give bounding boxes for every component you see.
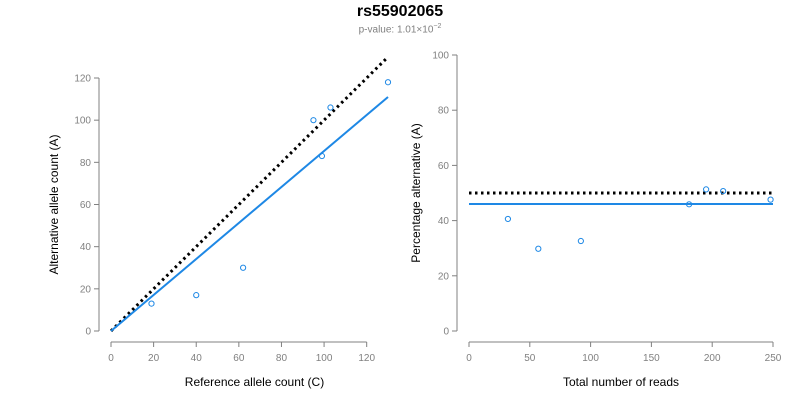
panel-1-y-tick-label: 100 <box>74 116 91 127</box>
panel-2-y-tick-label: 60 <box>438 161 450 172</box>
panel-1-data-point <box>193 292 200 299</box>
panel-1-data-point <box>310 117 317 124</box>
panel-2-data-point <box>685 201 693 208</box>
panel-2-data-point <box>767 196 774 203</box>
panel-1-y-axis-title: Alternative allele count (A) <box>47 134 61 274</box>
chart-subtitle: p-value: 1.01×10−2 <box>0 23 800 35</box>
panel-2-x-tick-label: 250 <box>765 353 782 364</box>
panel-1-y-tick-label: 0 <box>85 327 91 338</box>
panel-2-y-tick-label: 40 <box>438 216 450 227</box>
panel-1-x-axis-title: Reference allele count (C) <box>185 375 324 389</box>
panel-2-y-axis-title: Percentage alternative (A) <box>409 123 423 262</box>
panel-2-y-tick-label: 0 <box>443 327 449 338</box>
panel-1-x-tick-label: 100 <box>316 353 333 364</box>
panel-1-y-tick-label: 80 <box>80 158 92 169</box>
panel-2-x-axis-title: Total number of reads <box>563 375 679 389</box>
panel-1-x-tick-label: 120 <box>358 353 375 364</box>
panel-1-data-point <box>148 300 155 307</box>
panel-1-x-tick-label: 0 <box>108 353 114 364</box>
panel-1-y-tick-label: 60 <box>80 200 92 211</box>
panel-1-data-point <box>327 104 334 111</box>
panel-2-x-tick-label: 100 <box>582 353 599 364</box>
panel-1-reference-line <box>109 55 390 333</box>
panel-1-fit-line <box>110 96 389 332</box>
panel-2-y-tick-label: 100 <box>432 51 449 62</box>
panel-1-y-tick-label: 120 <box>74 74 91 85</box>
panel-1-data-point <box>384 79 392 86</box>
panel-1-x-tick-label: 40 <box>191 353 203 364</box>
panel-1-x-tick-label: 80 <box>276 353 288 364</box>
panel-2-x-tick-label: 50 <box>524 353 536 364</box>
panel-1-data-point <box>318 152 326 160</box>
panel-1-x-tick-label: 20 <box>148 353 160 364</box>
panel-2-data-point <box>535 245 542 252</box>
panel-2-data-point <box>703 186 710 193</box>
panel-2-data-point <box>720 187 727 195</box>
panel-2-x-tick-label: 150 <box>643 353 660 364</box>
panel-2-data-point <box>504 215 512 223</box>
panel-1-x-tick-label: 60 <box>233 353 245 364</box>
p-value-text: p-value: 1.01×10 <box>358 24 434 36</box>
panel-2-x-tick-label: 0 <box>466 353 472 364</box>
chart-title: rs55902065 <box>356 3 444 20</box>
panel-1-data-point <box>240 264 247 271</box>
panel-1-y-tick-label: 40 <box>80 242 92 253</box>
panel-2-x-tick-label: 200 <box>704 353 721 364</box>
panel-2-y-tick-label: 20 <box>438 271 450 282</box>
panel-2-data-point <box>577 237 584 245</box>
p-value-exponent: −2 <box>433 23 442 30</box>
panel-2-y-tick-label: 80 <box>438 106 450 117</box>
panel-1-y-tick-label: 20 <box>80 284 92 295</box>
